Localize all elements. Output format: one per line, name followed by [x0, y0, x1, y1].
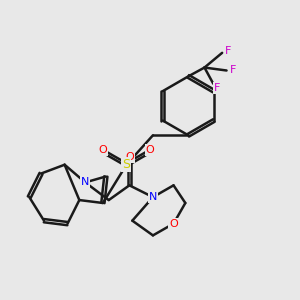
- Text: F: F: [214, 83, 220, 93]
- Text: S: S: [122, 158, 130, 171]
- Text: N: N: [81, 177, 89, 188]
- Text: N: N: [149, 192, 157, 202]
- Text: F: F: [225, 46, 231, 56]
- Text: F: F: [230, 65, 236, 76]
- Text: O: O: [169, 219, 178, 229]
- Text: O: O: [125, 152, 134, 162]
- Text: O: O: [146, 145, 154, 155]
- Text: O: O: [98, 145, 107, 155]
